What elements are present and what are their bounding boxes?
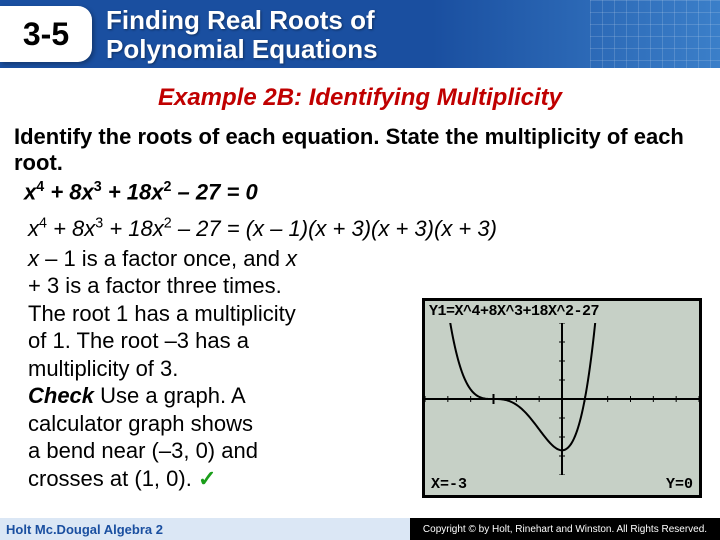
check-paragraph: Check Use a graph. Acalculator graph sho… bbox=[28, 382, 398, 492]
lesson-number: 3-5 bbox=[23, 16, 69, 53]
instruction-text: Identify the roots of each equation. Sta… bbox=[14, 124, 706, 177]
example-title: Example 2B: Identifying Multiplicity bbox=[14, 84, 706, 112]
calculator-screenshot: Y1=X^4+8X^3+18X^2-27 X=-3 Y=0 bbox=[422, 298, 702, 498]
given-equation: x4 + 8x3 + 18x2 – 27 = 0 bbox=[24, 179, 706, 205]
copyright-text: Copyright © by Holt, Rinehart and Winsto… bbox=[410, 518, 720, 540]
lesson-number-badge: 3-5 bbox=[0, 6, 92, 62]
calc-equation-label: Y1=X^4+8X^3+18X^2-27 bbox=[425, 301, 699, 322]
lesson-title: Finding Real Roots of Polynomial Equatio… bbox=[92, 0, 378, 68]
calc-cursor-readout: X=-3 Y=0 bbox=[425, 474, 699, 495]
slide-footer: Holt Mc.Dougal Algebra 2 Copyright © by … bbox=[0, 518, 720, 540]
factored-form: x4 + 8x3 + 18x2 – 27 = (x – 1)(x + 3)(x … bbox=[28, 215, 706, 243]
textbook-name: Holt Mc.Dougal Algebra 2 bbox=[0, 518, 410, 540]
calc-x-value: X=-3 bbox=[431, 476, 467, 493]
calc-graph bbox=[425, 323, 699, 473]
slide-header: 3-5 Finding Real Roots of Polynomial Equ… bbox=[0, 0, 720, 68]
explanation: x – 1 is a factor once, and x+ 3 is a fa… bbox=[28, 245, 398, 383]
calc-y-value: Y=0 bbox=[666, 476, 693, 493]
